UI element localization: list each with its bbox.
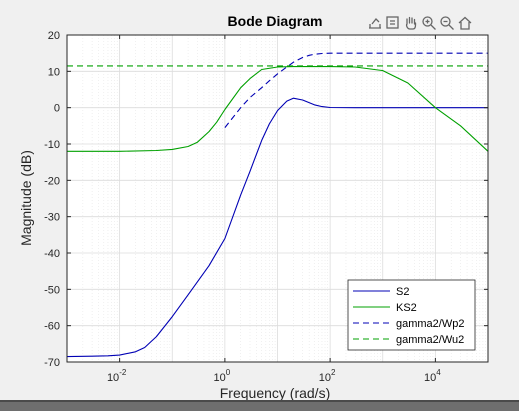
chart-title: Bode Diagram [228,13,323,29]
window-bottom-border [0,400,519,411]
legend-box [347,279,476,351]
y-tick-label: -60 [44,321,60,333]
zoom-in-icon[interactable] [420,14,437,33]
legend-entry-label: gamma2/Wp2 [396,318,464,330]
legend-entry-label: KS2 [396,302,417,314]
y-tick-label: -10 [44,139,60,151]
legend[interactable]: S2 KS2 gamma2/Wp2 gamma2/Wu2 [347,279,476,351]
y-tick-label: 0 [54,103,60,115]
plot-frame [66,34,489,363]
y-tick-label: -30 [44,212,60,224]
y-tick-label: -70 [44,357,60,369]
x-tick-label: 100 [214,368,231,384]
x-tick-label: 102 [319,368,336,384]
axes-toolbar [366,12,473,34]
y-tick-label: -20 [44,175,60,187]
x-axis-label: Frequency (rad/s) [220,385,330,401]
series-line-gamma2-wp2[interactable] [224,52,519,128]
grid [67,34,488,363]
axis-ticks: -70 -60 -50 -40 -30 -20 -10 0 10 20 10-2 100 102 104 [44,30,488,384]
x-tick-label: 10-2 [107,368,127,384]
zoom-out-icon[interactable] [438,14,455,33]
y-tick-label: 10 [48,66,60,78]
x-tick-label: 104 [424,368,441,384]
y-tick-label: 20 [48,30,60,42]
legend-entry-label: gamma2/Wu2 [396,334,464,346]
legend-entry-label: S2 [396,286,409,298]
series-line-s2[interactable] [67,97,519,358]
export-icon[interactable] [366,14,383,33]
y-tick-label: -50 [44,284,60,296]
y-axis-label: Magnitude (dB) [18,150,34,246]
datatip-icon[interactable] [384,14,401,33]
series-group [67,52,519,358]
home-icon[interactable] [456,14,473,33]
pan-hand-icon[interactable] [402,14,419,33]
series-line-ks2[interactable] [67,66,519,246]
y-tick-label: -40 [44,248,60,260]
